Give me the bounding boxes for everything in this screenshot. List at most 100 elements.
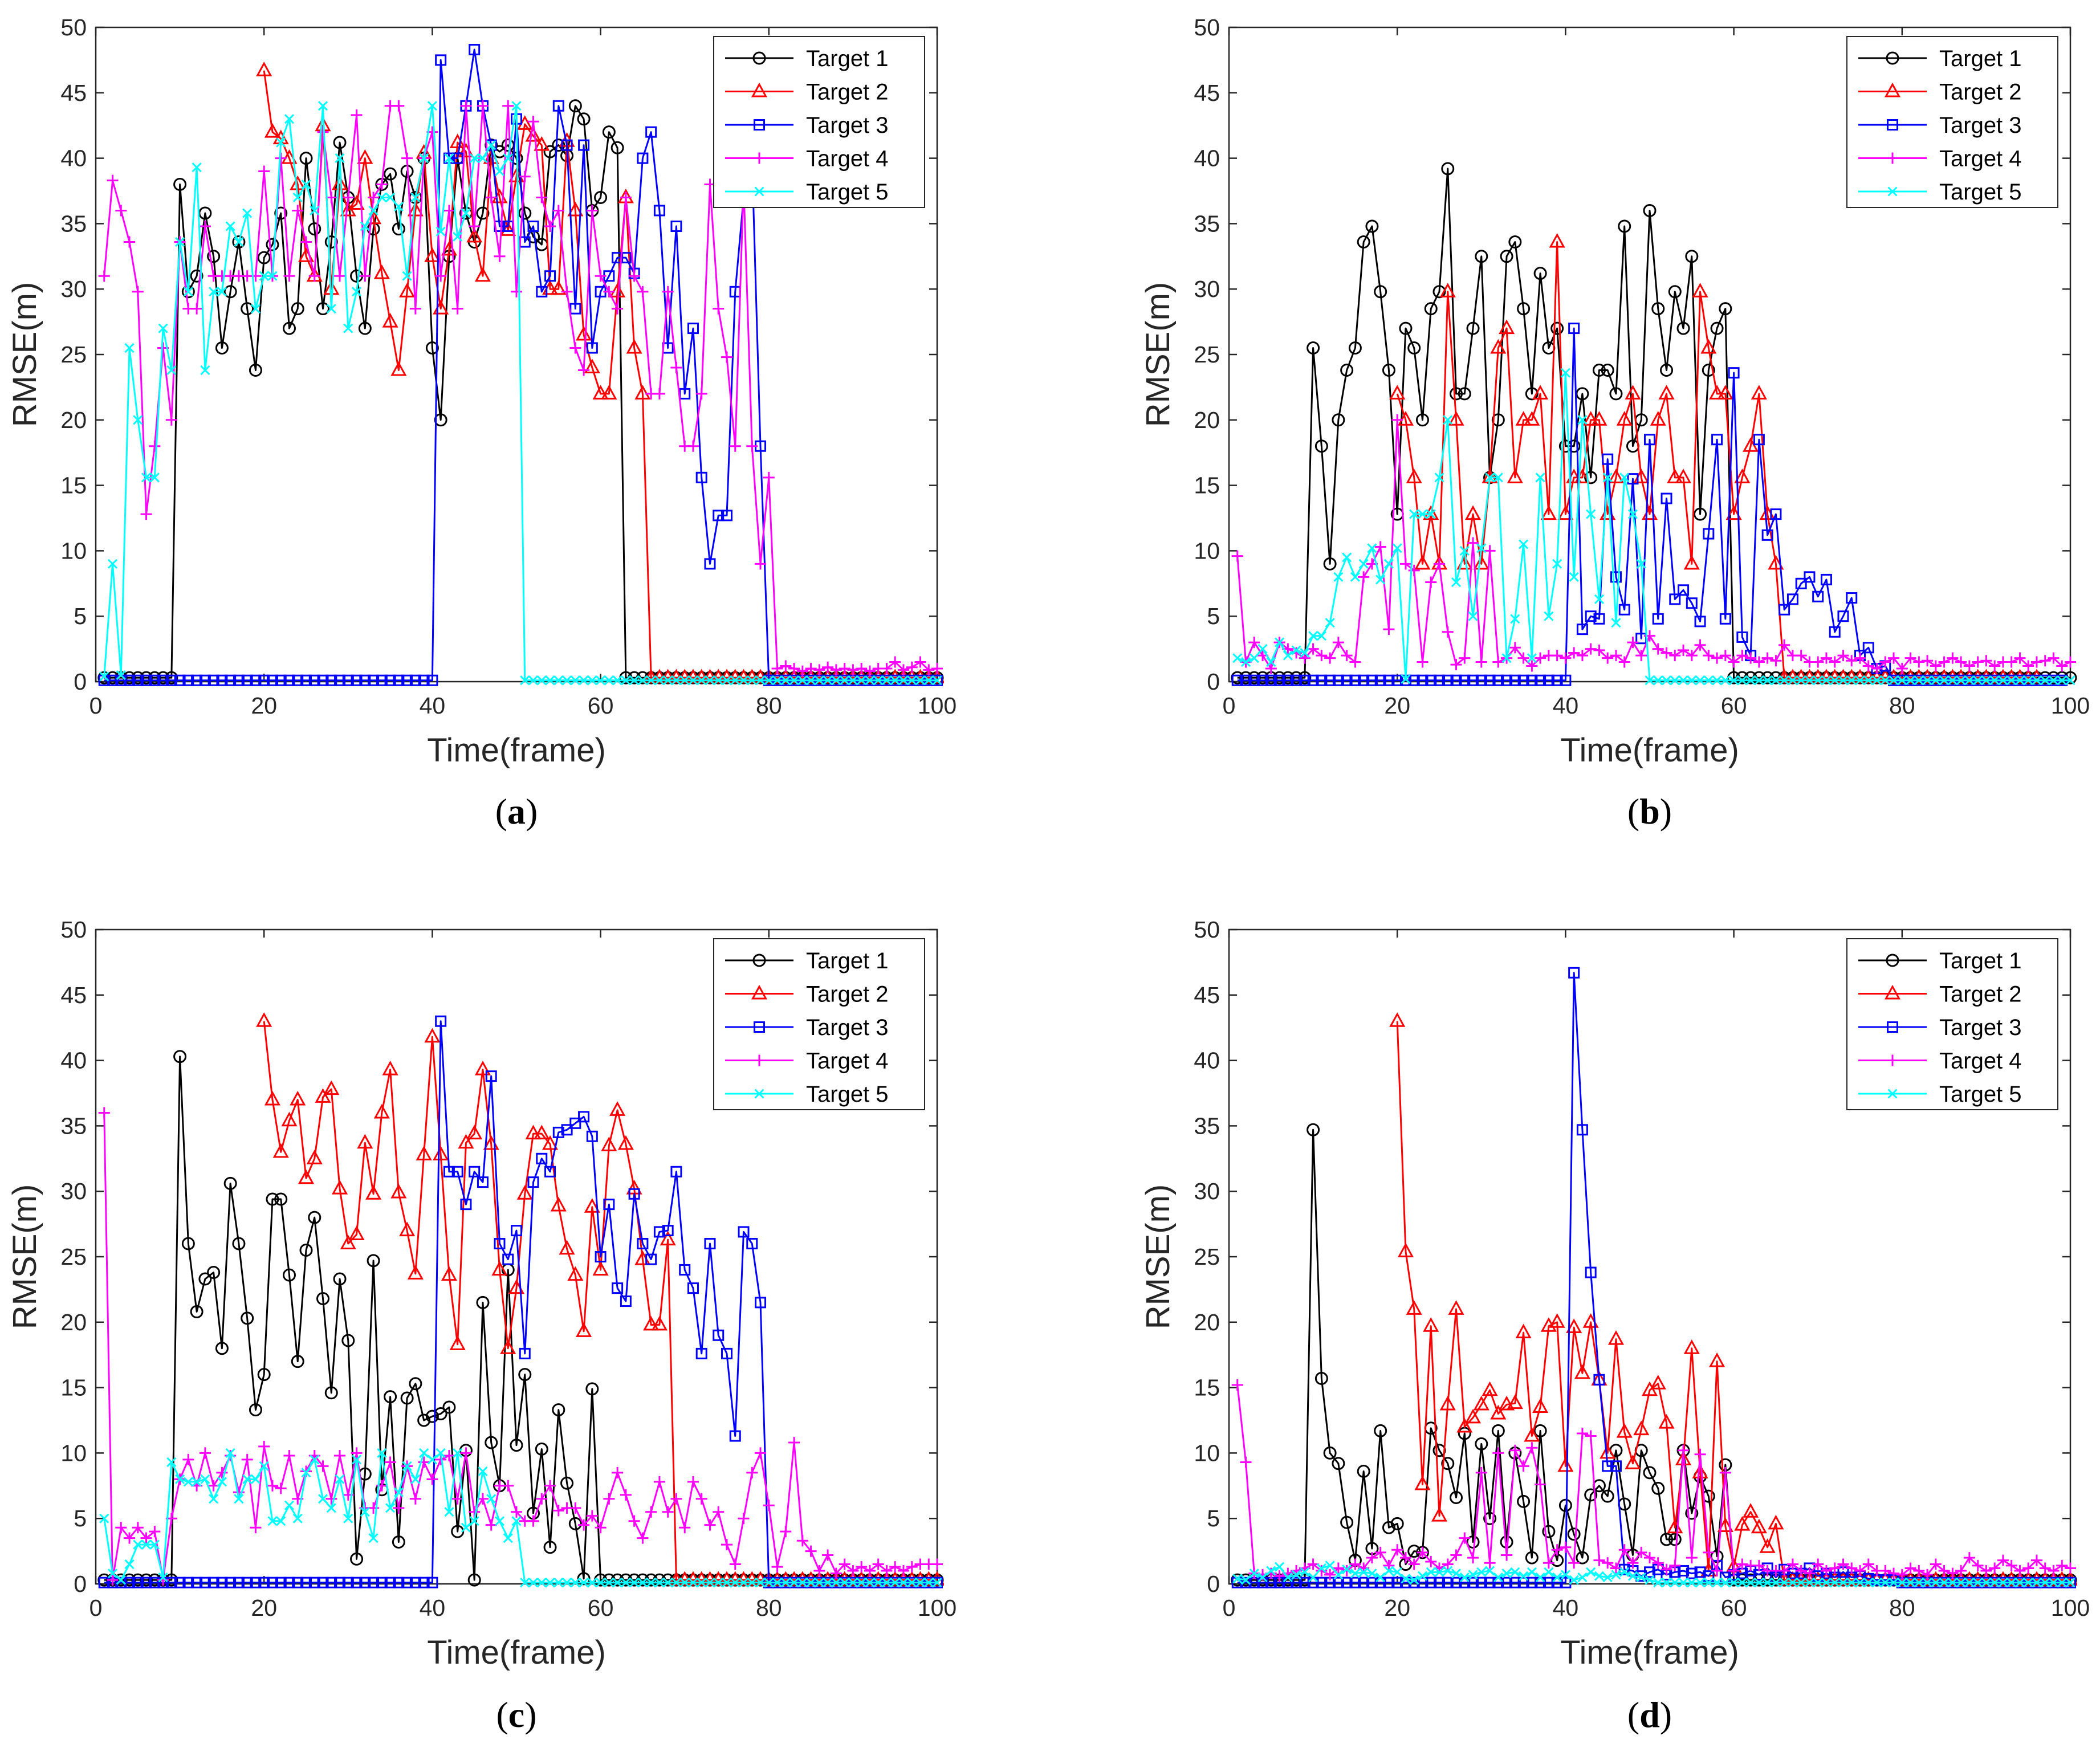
data-point-target-1	[207, 1266, 221, 1280]
data-point-target-4	[258, 1440, 270, 1452]
data-point-target-3	[241, 1576, 253, 1588]
data-point-target-4	[1560, 1541, 1572, 1553]
data-point-target-5	[840, 1578, 850, 1588]
data-point-target-2	[399, 283, 416, 298]
data-point-target-4	[2065, 1562, 2076, 1574]
data-point-target-5	[722, 1578, 732, 1588]
data-point-target-5	[561, 1578, 572, 1588]
data-point-target-2	[1414, 555, 1431, 570]
data-point-target-3	[628, 1188, 640, 1200]
data-point-target-4	[612, 303, 624, 315]
data-point-target-2	[1515, 1323, 1532, 1339]
data-point-target-4	[771, 1561, 783, 1573]
data-point-target-5	[881, 1578, 892, 1588]
data-point-target-1	[324, 235, 338, 249]
data-point-target-4	[1543, 1557, 1554, 1569]
data-point-target-4	[376, 178, 388, 190]
data-point-target-2	[1389, 1012, 1406, 1027]
series-group	[97, 1012, 944, 1588]
data-point-target-3	[1358, 674, 1370, 686]
data-point-target-5	[368, 205, 379, 216]
data-point-target-1	[467, 1573, 481, 1587]
data-point-target-1	[1694, 507, 1707, 521]
data-point-target-1	[207, 250, 221, 263]
data-point-target-2	[1456, 1417, 1473, 1433]
data-point-target-5	[385, 1503, 396, 1513]
data-point-target-5	[292, 192, 303, 203]
data-point-target-1	[611, 141, 624, 154]
data-point-target-1	[1685, 1506, 1699, 1520]
data-point-target-1	[1382, 364, 1395, 377]
data-point-target-5	[1703, 675, 1714, 686]
data-point-target-5	[141, 472, 152, 483]
data-point-target-1	[425, 1409, 439, 1423]
data-point-target-4	[469, 1506, 481, 1518]
data-point-target-5	[1956, 1578, 1966, 1588]
data-point-target-4	[451, 1493, 463, 1505]
data-point-target-5	[797, 675, 808, 686]
data-point-target-1	[594, 190, 608, 204]
data-point-target-3	[384, 674, 396, 686]
data-point-target-5	[444, 153, 454, 164]
data-point-target-5	[1745, 675, 1756, 686]
data-point-target-5	[1687, 675, 1697, 686]
data-point-target-3	[578, 1111, 590, 1123]
data-point-target-4	[1366, 1552, 1378, 1564]
data-point-target-4	[283, 1449, 295, 1461]
data-point-target-2	[609, 1101, 626, 1116]
data-point-target-1	[249, 1403, 262, 1417]
y-tick-label: 50	[60, 916, 87, 943]
data-point-target-4	[258, 165, 270, 177]
data-point-target-5	[1720, 675, 1731, 686]
data-point-target-3	[1736, 631, 1748, 643]
data-point-target-1	[1508, 235, 1522, 249]
data-point-target-4	[822, 661, 834, 673]
series-group	[1231, 967, 2077, 1588]
data-point-target-3	[1703, 528, 1715, 540]
data-point-target-4	[561, 286, 573, 298]
legend-label: Target 1	[806, 948, 889, 973]
x-tick-label: 40	[1553, 1595, 1579, 1621]
data-point-target-5	[133, 1539, 143, 1550]
data-point-target-5	[679, 1578, 690, 1588]
data-point-target-5	[1560, 368, 1570, 378]
y-tick-label: 45	[60, 982, 87, 1008]
data-point-target-5	[612, 675, 622, 686]
data-point-target-2	[1709, 385, 1725, 400]
data-point-target-3	[469, 1166, 481, 1178]
y-tick-label: 30	[60, 1178, 87, 1204]
data-point-target-5	[881, 675, 892, 686]
legend-marker	[1884, 984, 1901, 1000]
data-point-target-1	[316, 302, 330, 316]
data-point-target-5	[2065, 675, 2075, 686]
data-point-target-4	[140, 1532, 152, 1544]
data-point-target-4	[1922, 655, 1934, 667]
data-point-target-4	[1535, 652, 1546, 664]
data-point-target-3	[1820, 573, 1832, 585]
data-point-target-3	[132, 674, 144, 686]
data-point-target-5	[663, 675, 673, 686]
data-point-target-5	[772, 1578, 783, 1588]
data-point-target-3	[325, 674, 337, 686]
data-point-target-4	[721, 351, 732, 363]
data-point-target-4	[1719, 650, 1731, 662]
data-point-target-2	[306, 1150, 323, 1164]
series-group	[1231, 162, 2077, 686]
data-point-target-3	[460, 1199, 472, 1211]
x-axis-label: Time(frame)	[427, 732, 606, 769]
data-point-target-5	[780, 675, 791, 686]
data-point-target-5	[915, 675, 926, 686]
data-point-target-4	[839, 1558, 850, 1570]
data-point-target-5	[528, 1578, 539, 1588]
data-point-target-1	[384, 1390, 397, 1404]
y-tick-label: 10	[1194, 537, 1220, 564]
data-point-target-4	[1585, 643, 1597, 655]
data-point-target-5	[621, 1578, 631, 1588]
data-point-target-2	[592, 1261, 609, 1276]
data-point-target-3	[165, 674, 177, 686]
data-point-target-2	[1607, 468, 1624, 483]
data-point-target-1	[1710, 321, 1724, 335]
legend-entry-target-5: Target 5	[725, 180, 889, 205]
data-point-target-4	[1736, 1558, 1748, 1570]
data-point-target-3	[435, 1015, 447, 1027]
